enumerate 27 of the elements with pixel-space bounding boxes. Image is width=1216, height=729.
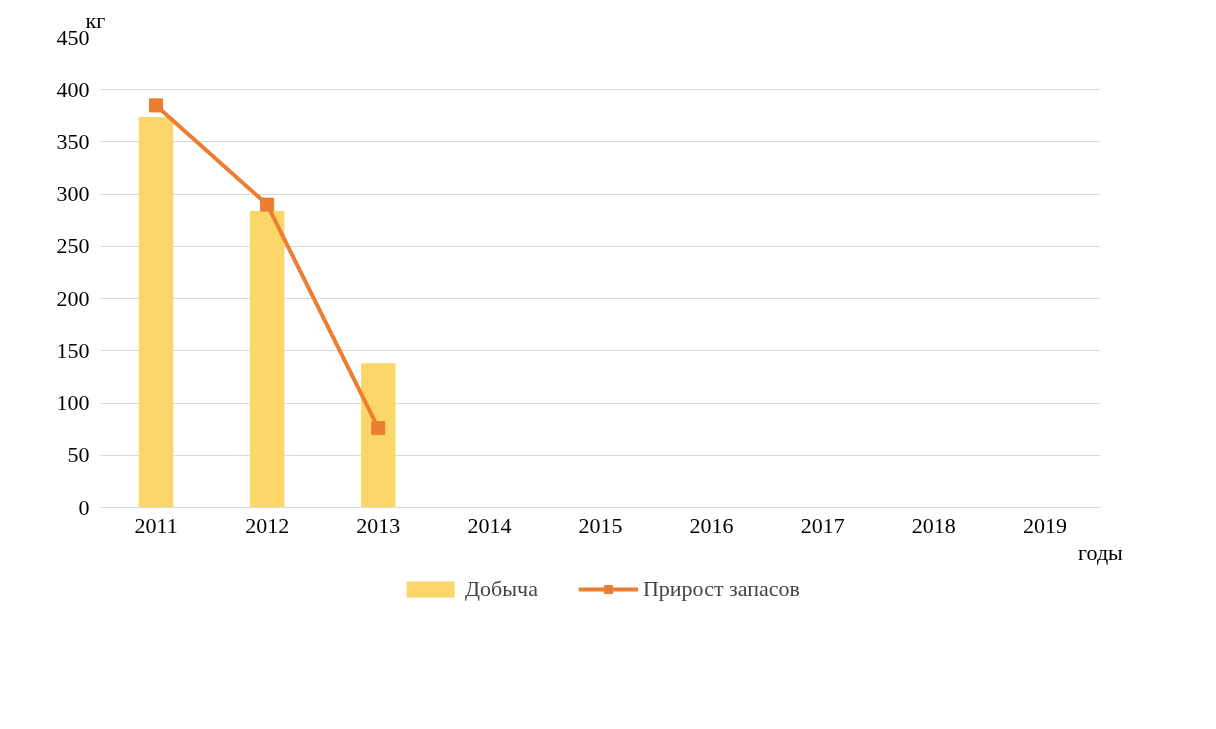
y-tick-label: 400 [56, 76, 90, 102]
x-tick-label: 2013 [356, 512, 401, 538]
y-tick-label: 250 [56, 233, 90, 259]
x-tick-label: 2018 [911, 512, 956, 538]
y-tick-label: 0 [78, 494, 90, 520]
x-tick-label: 2012 [245, 512, 290, 538]
legend-label: Добыча [465, 576, 538, 602]
y-tick-label: 50 [67, 442, 90, 468]
point [149, 98, 164, 113]
x-tick-label: 2015 [578, 512, 623, 538]
x-tick-label: 2017 [800, 512, 845, 538]
x-tick-label: 2016 [689, 512, 734, 538]
y-tick-label: 300 [56, 181, 90, 207]
bar [249, 210, 285, 508]
point [260, 197, 275, 212]
bar [361, 363, 396, 508]
y-tick-label: 200 [56, 285, 90, 311]
y-tick-label: 100 [56, 390, 90, 416]
y-tick-label: 350 [56, 128, 90, 154]
bar [138, 116, 174, 508]
x-tick-label: 2014 [467, 512, 512, 538]
x-tick-label: 2011 [134, 512, 178, 538]
x-axis-title: годы [1078, 539, 1124, 565]
point [371, 421, 386, 436]
y-tick-label: 150 [56, 337, 90, 363]
legend-label: Прирост запасов [642, 576, 800, 602]
x-tick-label: 2019 [1022, 512, 1067, 538]
